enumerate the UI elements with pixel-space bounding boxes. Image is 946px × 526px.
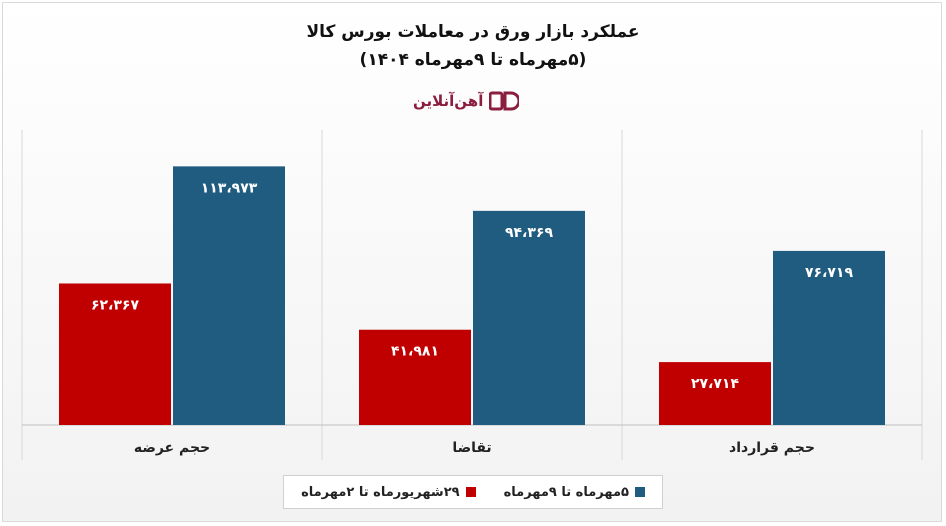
legend-swatch-series-1 <box>634 487 645 497</box>
legend-label-series-1: ۵مهرماه تا ۹مهرماه <box>503 484 629 500</box>
chart-title: عملکرد بازار ورق در معاملات بورس کالا <box>306 22 640 42</box>
category-label-0: حجم عرضه <box>134 440 210 456</box>
category-label-1: تقاضا <box>452 440 491 456</box>
chart-subtitle: (۵مهرماه تا ۹مهرماه ۱۴۰۴) <box>359 50 587 70</box>
bar-0-0 <box>59 283 171 425</box>
legend-item-series-0: ۲۹شهریورماه تا ۲مهرماه <box>301 485 476 500</box>
bar-1-0 <box>173 166 285 425</box>
ahan-online-logo-icon <box>489 91 520 111</box>
brand-logo: آهن‌آنلاین <box>413 88 520 114</box>
legend-swatch-series-0 <box>465 487 476 497</box>
data-label-0-2: ۲۷،۷۱۴ <box>691 376 739 392</box>
data-label-1-0: ۱۱۳،۹۷۳ <box>201 180 258 196</box>
data-label-1-2: ۷۶،۷۱۹ <box>805 265 853 281</box>
category-label-2: حجم قرارداد <box>729 440 815 456</box>
data-label-0-0: ۶۲،۳۶۷ <box>91 297 139 313</box>
legend-item-series-1: ۵مهرماه تا ۹مهرماه <box>504 485 645 500</box>
chart-legend: ۵مهرماه تا ۹مهرماه ۲۹شهریورماه تا ۲مهرما… <box>283 475 663 509</box>
bar-0-2 <box>659 362 771 425</box>
data-label-1-1: ۹۴،۳۶۹ <box>505 225 553 241</box>
bar-1-2 <box>773 250 885 425</box>
data-label-0-1: ۴۱،۹۸۱ <box>391 344 439 360</box>
brand-logo-text: آهن‌آنلاین <box>413 92 484 110</box>
bar-1-1 <box>473 210 585 425</box>
bar-0-1 <box>359 329 471 425</box>
legend-label-series-0: ۲۹شهریورماه تا ۲مهرماه <box>301 484 460 500</box>
